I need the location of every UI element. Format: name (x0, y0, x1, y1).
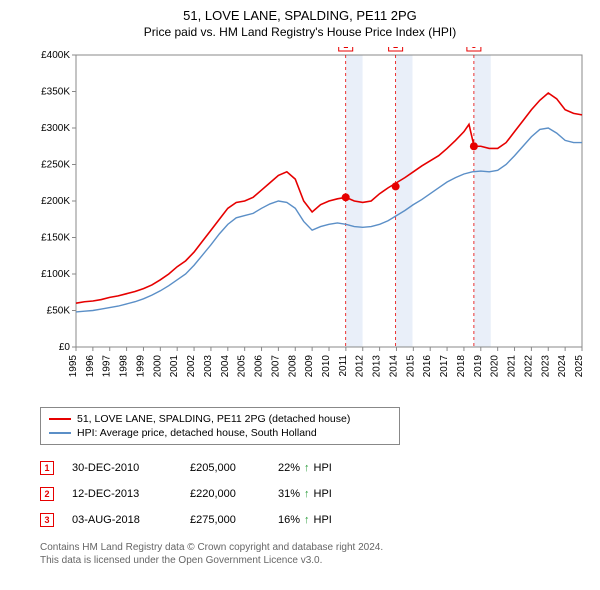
svg-text:2019: 2019 (473, 355, 484, 378)
svg-text:2006: 2006 (254, 355, 265, 378)
svg-text:2014: 2014 (388, 355, 399, 378)
svg-text:2008: 2008 (287, 355, 298, 378)
license-line-2: This data is licensed under the Open Gov… (40, 554, 590, 567)
svg-text:2002: 2002 (186, 355, 197, 378)
svg-text:2015: 2015 (405, 355, 416, 378)
svg-text:1995: 1995 (68, 355, 79, 378)
legend-label: 51, LOVE LANE, SPALDING, PE11 2PG (detac… (77, 413, 350, 425)
sale-marker: 2 (40, 487, 54, 501)
svg-text:£150K: £150K (41, 233, 70, 244)
license-line-1: Contains HM Land Registry data © Crown c… (40, 541, 590, 554)
sale-price: £220,000 (190, 488, 260, 500)
sale-row: 3 03-AUG-2018 £275,000 16%↑HPI (40, 507, 590, 533)
svg-text:£0: £0 (59, 342, 71, 353)
svg-text:2016: 2016 (422, 355, 433, 378)
svg-text:2012: 2012 (355, 355, 366, 378)
legend-box: 51, LOVE LANE, SPALDING, PE11 2PG (detac… (40, 407, 400, 445)
svg-text:2025: 2025 (574, 355, 585, 378)
sale-date: 03-AUG-2018 (72, 514, 172, 526)
svg-text:£250K: £250K (41, 160, 70, 171)
sale-marker: 1 (40, 461, 54, 475)
sale-pct: 31%↑HPI (278, 488, 358, 500)
svg-text:2000: 2000 (152, 355, 163, 378)
svg-text:2013: 2013 (372, 355, 383, 378)
svg-text:2001: 2001 (169, 355, 180, 378)
svg-text:£200K: £200K (41, 196, 70, 207)
sale-price: £205,000 (190, 462, 260, 474)
svg-text:2010: 2010 (321, 355, 332, 378)
svg-text:2003: 2003 (203, 355, 214, 378)
svg-text:1998: 1998 (119, 355, 130, 378)
svg-text:2018: 2018 (456, 355, 467, 378)
sale-date: 30-DEC-2010 (72, 462, 172, 474)
sale-price: £275,000 (190, 514, 260, 526)
legend-item: HPI: Average price, detached house, Sout… (49, 426, 391, 440)
sale-marker: 3 (40, 513, 54, 527)
svg-text:2020: 2020 (490, 355, 501, 378)
sale-row: 2 12-DEC-2013 £220,000 31%↑HPI (40, 481, 590, 507)
svg-text:2017: 2017 (439, 355, 450, 378)
svg-text:1997: 1997 (102, 355, 113, 378)
svg-text:2022: 2022 (523, 355, 534, 378)
chart-area: £0 £50K £100K £150K £200K £250K £300K £350K £400… (30, 47, 590, 397)
sale-date: 12-DEC-2013 (72, 488, 172, 500)
svg-text:£50K: £50K (47, 306, 71, 317)
sale-pct: 22%↑HPI (278, 462, 358, 474)
root: 51, LOVE LANE, SPALDING, PE11 2PG Price … (0, 0, 600, 590)
svg-text:2021: 2021 (507, 355, 518, 378)
chart-svg: £0 £50K £100K £150K £200K £250K £300K £350K £400… (30, 47, 590, 397)
svg-text:3: 3 (471, 47, 476, 50)
svg-text:2004: 2004 (220, 355, 231, 378)
svg-text:£400K: £400K (41, 50, 70, 61)
legend-label: HPI: Average price, detached house, Sout… (77, 427, 317, 439)
svg-text:2005: 2005 (237, 355, 248, 378)
svg-text:1996: 1996 (85, 355, 96, 378)
svg-text:2009: 2009 (304, 355, 315, 378)
svg-text:£350K: £350K (41, 87, 70, 98)
svg-text:2024: 2024 (557, 355, 568, 378)
sale-pct: 16%↑HPI (278, 514, 358, 526)
svg-text:2007: 2007 (270, 355, 281, 378)
chart-title: 51, LOVE LANE, SPALDING, PE11 2PG (10, 8, 590, 23)
svg-text:1999: 1999 (135, 355, 146, 378)
chart-subtitle: Price paid vs. HM Land Registry's House … (10, 25, 590, 39)
svg-text:1: 1 (343, 47, 348, 50)
sale-row: 1 30-DEC-2010 £205,000 22%↑HPI (40, 455, 590, 481)
svg-text:£100K: £100K (41, 269, 70, 280)
legend-item: 51, LOVE LANE, SPALDING, PE11 2PG (detac… (49, 412, 391, 426)
license-text: Contains HM Land Registry data © Crown c… (40, 541, 590, 567)
legend-swatch (49, 418, 71, 420)
svg-text:2023: 2023 (540, 355, 551, 378)
svg-text:2011: 2011 (338, 355, 349, 377)
legend-swatch (49, 432, 71, 434)
sales-table: 1 30-DEC-2010 £205,000 22%↑HPI 2 12-DEC-2013 £… (40, 455, 590, 533)
svg-text:2: 2 (393, 47, 398, 50)
svg-text:£300K: £300K (41, 123, 70, 134)
